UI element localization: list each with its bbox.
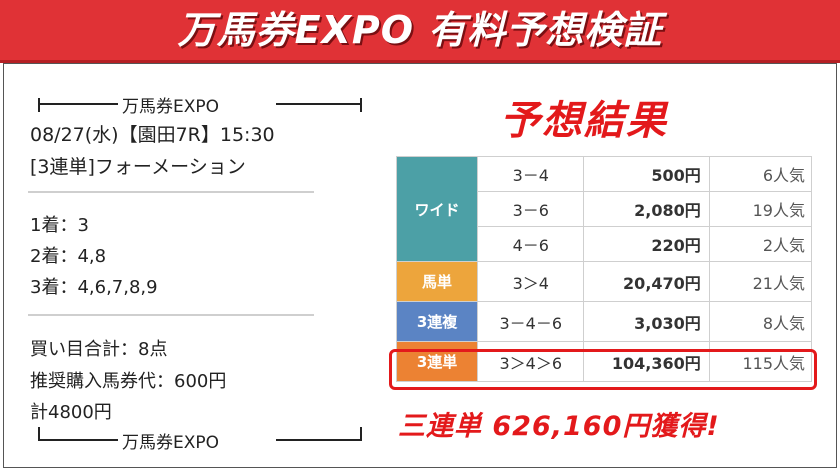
combo-cell: 3－4: [477, 156, 585, 192]
payout-cell: 220円: [583, 226, 710, 262]
bracket-bottom-right-tick: [360, 427, 362, 441]
bracket-top-left-tick: [38, 98, 40, 112]
payout-cell: 3,030円: [583, 301, 710, 342]
payout-cell: 104,360円: [583, 341, 710, 382]
bet-type-cell: 3連単: [395, 341, 479, 382]
bracket-top-right-line: [276, 103, 362, 105]
popularity-cell: 6人気: [708, 156, 813, 192]
popularity-cell: 2人気: [708, 226, 813, 262]
bracket-bottom-left-tick: [38, 427, 40, 441]
bet-type: [3連単]フォーメーション: [30, 156, 246, 178]
combo-cell: 3－4－6: [477, 301, 585, 342]
divider: [28, 191, 314, 193]
results-title: 予想結果: [500, 98, 668, 144]
table-row: 3－6 2,080円 19人気: [397, 191, 813, 227]
total-count: 買い目合計：8点: [30, 339, 168, 360]
table-row: 3連複 3－4－6 3,030円 8人気: [395, 301, 813, 342]
table-row: ワイド 3－4 500円 6人気: [395, 156, 813, 262]
banner-title: 万馬券EXPO 有料予想検証: [177, 8, 663, 52]
bet-type-cell: 馬単: [395, 261, 479, 302]
payout-cell: 20,470円: [583, 261, 710, 302]
table-row: 3連単 3＞4＞6 104,360円 115人気: [395, 341, 813, 382]
header-banner: 万馬券EXPO 有料予想検証: [0, 0, 840, 63]
race-info: 08/27(水)【園田7R】15:30: [30, 124, 275, 146]
popularity-cell: 8人気: [708, 301, 813, 342]
payout-cell: 500円: [583, 156, 710, 192]
bracket-top-left-line: [38, 103, 118, 105]
bracket-bottom-right-line: [276, 439, 362, 441]
payout-cell: 2,080円: [583, 191, 710, 227]
ticket-footer: 万馬券EXPO: [122, 433, 220, 453]
combo-cell: 3＞4＞6: [477, 341, 585, 382]
win-amount: 三連単 626,160円獲得!: [398, 411, 720, 442]
pick-first: 1着：3: [30, 215, 89, 236]
divider: [28, 314, 314, 316]
bet-type-cell: 3連複: [395, 301, 479, 342]
bet-type-cell: ワイド: [395, 156, 479, 262]
table-row: 馬単 3＞4 20,470円 21人気: [395, 261, 813, 302]
total-stake: 計4800円: [30, 402, 112, 423]
results-table: ワイド 3－4 500円 6人気 3－6 2,080円 19人気 4－6 220…: [395, 156, 813, 382]
combo-cell: 3－6: [477, 191, 585, 227]
bracket-bottom-left-line: [38, 439, 118, 441]
popularity-cell: 115人気: [708, 341, 813, 382]
pick-third: 3着：4,6,7,8,9: [30, 277, 158, 298]
ticket-header: 万馬券EXPO: [122, 97, 220, 117]
combo-cell: 4－6: [477, 226, 585, 262]
pick-second: 2着：4,8: [30, 246, 107, 267]
winning-row-highlight: [389, 349, 817, 390]
popularity-cell: 21人気: [708, 261, 813, 302]
combo-cell: 3＞4: [477, 261, 585, 302]
popularity-cell: 19人気: [708, 191, 813, 227]
stake-per-ticket: 推奨購入馬券代：600円: [30, 371, 227, 392]
bracket-top-right-tick: [360, 98, 362, 112]
